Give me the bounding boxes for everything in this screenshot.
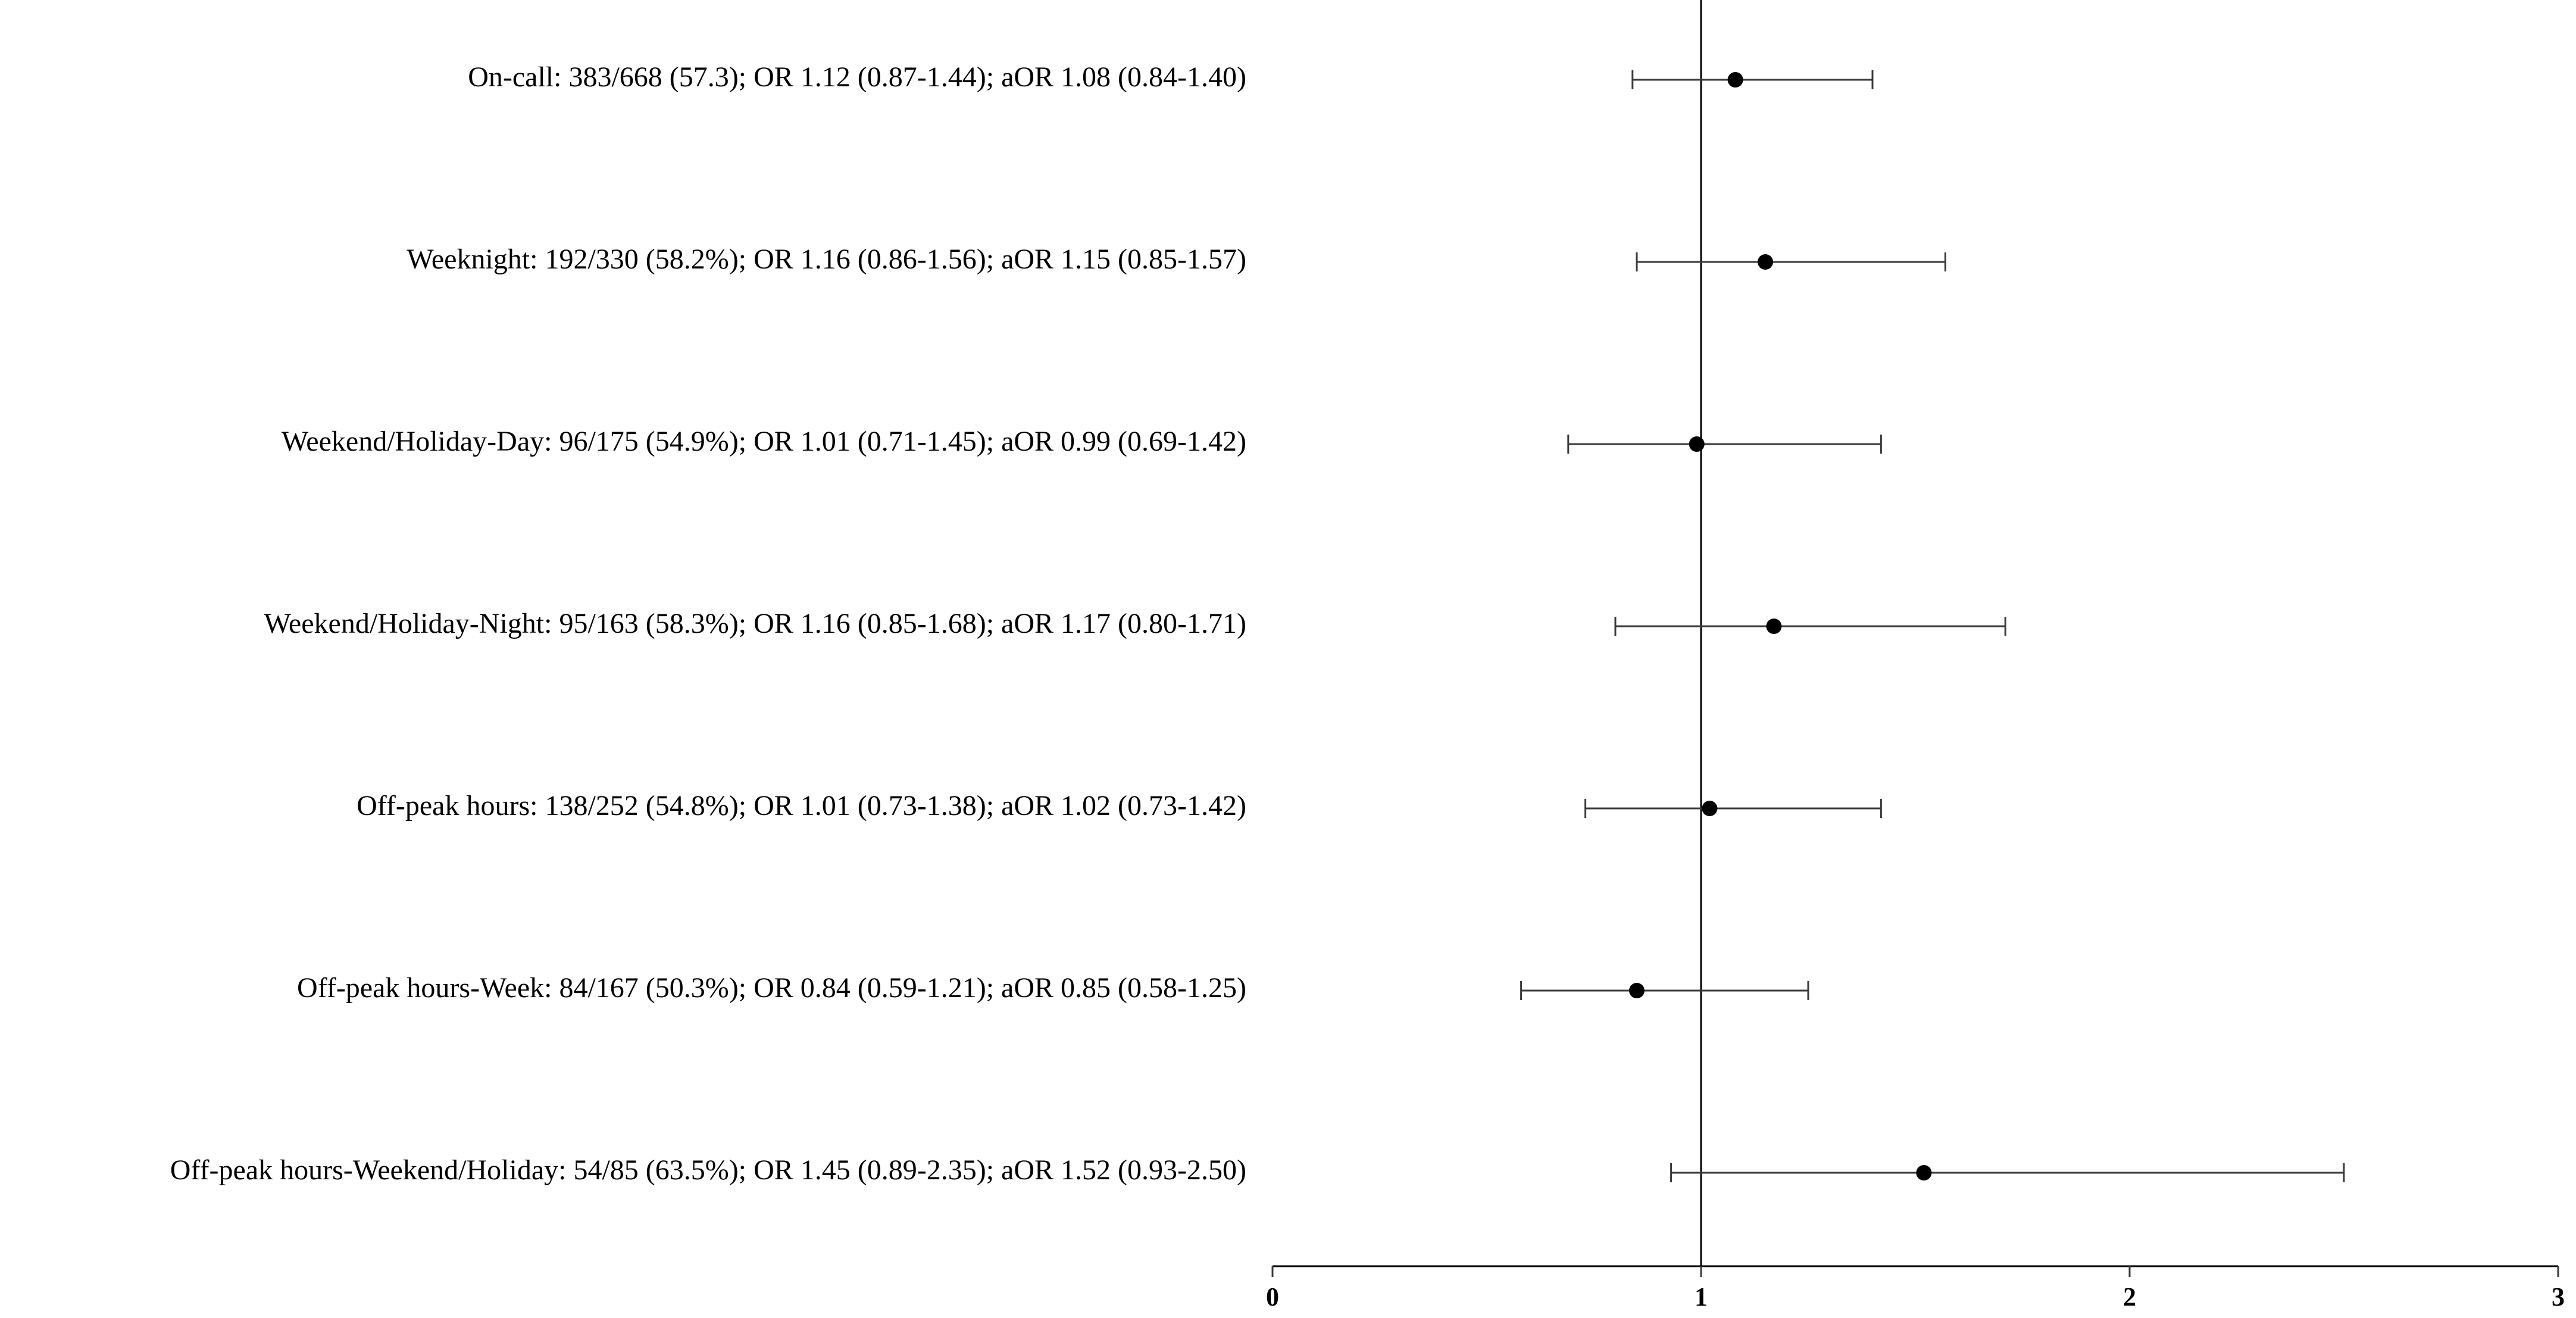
row-label: Weekend/Holiday-Night: 95/163 (58.3%); O… (264, 608, 1246, 639)
point-estimate (1758, 254, 1773, 270)
forest-row: Weeknight: 192/330 (58.2%); OR 1.16 (0.8… (407, 243, 1946, 275)
point-estimate (1766, 619, 1782, 634)
x-axis: 0 1 2 3 (1266, 1265, 2565, 1311)
row-label: Weekend/Holiday-Day: 96/175 (54.9%); OR … (282, 426, 1246, 457)
forest-row: Weekend/Holiday-Night: 95/163 (58.3%); O… (264, 608, 2006, 639)
x-tick-label: 1 (1695, 1282, 1708, 1311)
forest-row: On-call: 383/668 (57.3); OR 1.12 (0.87-1… (468, 61, 1874, 93)
point-estimate (1916, 1165, 1932, 1180)
x-tick-label: 3 (2552, 1282, 2565, 1311)
forest-row: Off-peak hours: 138/252 (54.8%); OR 1.01… (357, 790, 1882, 822)
point-estimate (1629, 983, 1645, 998)
point-estimate (1689, 436, 1705, 452)
plot-rows: On-call: 383/668 (57.3); OR 1.12 (0.87-1… (170, 0, 2345, 1266)
forest-row: Weekend/Holiday-Day: 96/175 (54.9%); OR … (282, 426, 1882, 457)
point-estimate (1727, 72, 1743, 88)
row-label: Off-peak hours-Weekend/Holiday: 54/85 (6… (170, 1154, 1246, 1186)
x-tick-label: 2 (2123, 1282, 2136, 1311)
row-label: On-call: 383/668 (57.3); OR 1.12 (0.87-1… (468, 61, 1246, 93)
forest-row: Off-peak hours-Weekend/Holiday: 54/85 (6… (170, 1154, 2345, 1186)
row-label: Off-peak hours-Week: 84/167 (50.3%); OR … (297, 972, 1246, 1004)
point-estimate (1702, 801, 1718, 816)
x-tick-label: 0 (1266, 1282, 1279, 1311)
row-label: Off-peak hours: 138/252 (54.8%); OR 1.01… (357, 790, 1246, 822)
row-label: Weeknight: 192/330 (58.2%); OR 1.16 (0.8… (407, 243, 1246, 275)
forest-row: Off-peak hours-Week: 84/167 (50.3%); OR … (297, 972, 1809, 1004)
